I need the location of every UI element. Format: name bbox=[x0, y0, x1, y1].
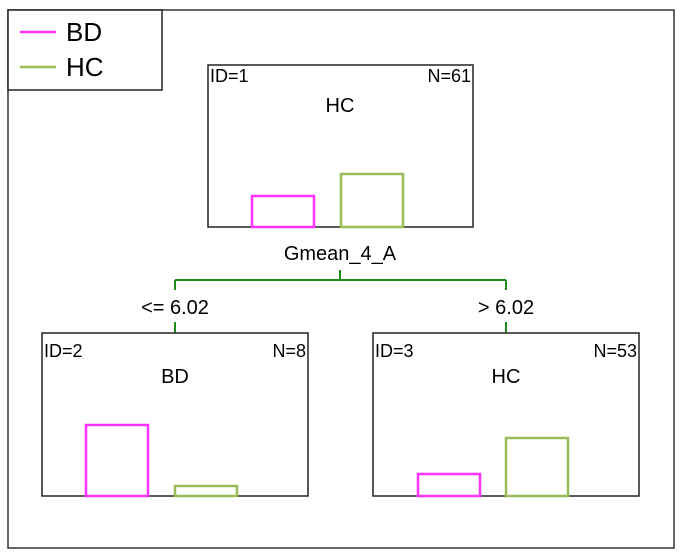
edge-label-right: > 6.02 bbox=[478, 297, 534, 319]
node-root-bar-hc bbox=[339, 172, 405, 229]
node-left-class: BD bbox=[161, 366, 189, 388]
node-right-id: ID=3 bbox=[375, 341, 414, 361]
legend-label-hc: HC bbox=[66, 52, 104, 82]
node-root-class: HC bbox=[326, 95, 355, 117]
node-right: ID=3 N=53 HC bbox=[372, 332, 640, 498]
legend-box bbox=[7, 9, 163, 91]
node-left-n: N=8 bbox=[272, 341, 306, 361]
node-left-bar-hc bbox=[173, 484, 239, 498]
node-left-id: ID=2 bbox=[44, 341, 83, 361]
node-right-class: HC bbox=[492, 366, 521, 388]
legend: BD HC bbox=[7, 9, 163, 91]
split-connectors bbox=[174, 270, 507, 333]
split-variable-label: Gmean_4_A bbox=[284, 243, 397, 265]
node-root-n: N=61 bbox=[427, 66, 471, 86]
node-left: ID=2 N=8 BD bbox=[41, 332, 309, 498]
node-right-n: N=53 bbox=[593, 341, 637, 361]
node-root: ID=1 N=61 HC bbox=[207, 64, 474, 229]
node-root-bar-bd bbox=[250, 194, 316, 229]
node-right-bar-hc bbox=[504, 436, 570, 498]
outer-frame bbox=[7, 9, 675, 549]
node-left-bar-bd bbox=[84, 423, 150, 498]
node-right-bar-bd bbox=[416, 472, 482, 498]
node-root-id: ID=1 bbox=[210, 66, 249, 86]
legend-label-bd: BD bbox=[66, 17, 102, 47]
edge-label-left: <= 6.02 bbox=[141, 297, 209, 319]
